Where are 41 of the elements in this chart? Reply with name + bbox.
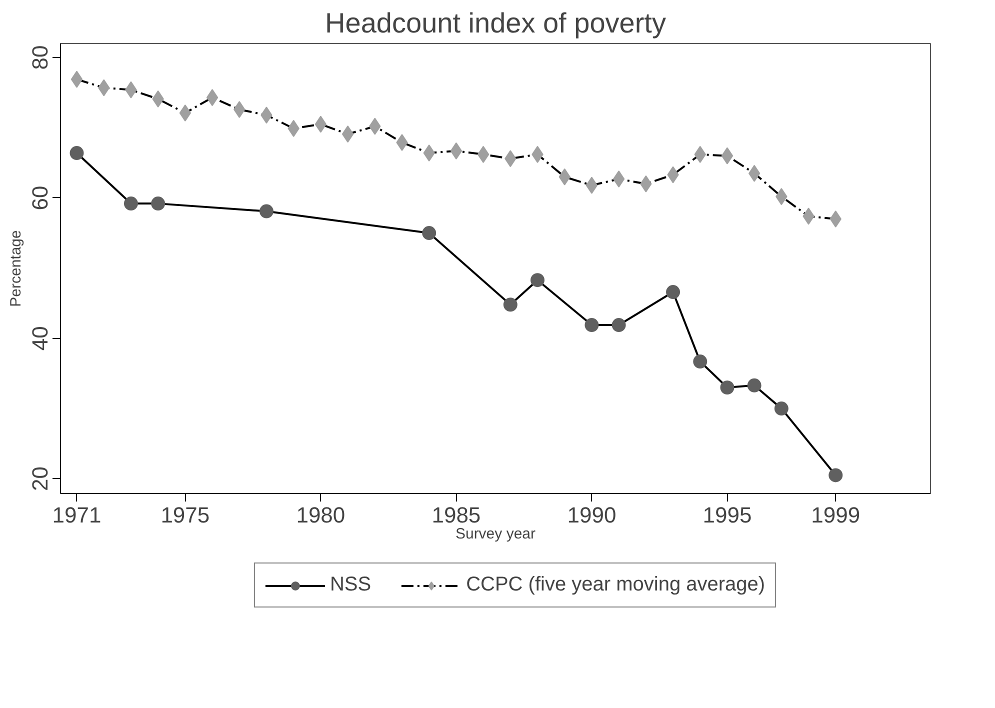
y-tick-label: 40 [28, 326, 52, 351]
x-tick-label: 1980 [296, 502, 346, 528]
point [70, 70, 83, 88]
x-tick-label: 1999 [811, 502, 860, 528]
point [612, 318, 626, 332]
point [612, 170, 625, 188]
point [259, 204, 274, 218]
y-tick-label: 80 [28, 45, 52, 70]
x-tick-label: 1971 [52, 502, 102, 528]
point [747, 378, 762, 392]
point [693, 354, 708, 369]
point [666, 285, 680, 300]
chart-title: Headcount index of poverty [325, 8, 666, 38]
point [721, 147, 734, 164]
y-tick-label: 20 [28, 466, 52, 491]
point [584, 318, 599, 332]
point [179, 104, 192, 122]
point [774, 402, 788, 416]
x-axis-title: Survey year [455, 526, 536, 542]
point [450, 142, 462, 160]
y-tick-label: 60 [28, 186, 52, 210]
x-tick-label: 1985 [432, 502, 481, 528]
point [70, 146, 84, 160]
x-tick-label: 1975 [160, 502, 210, 528]
point [206, 89, 218, 106]
point [314, 116, 327, 133]
point [422, 226, 436, 240]
point [151, 196, 166, 211]
point [530, 273, 545, 288]
point [477, 146, 490, 163]
y-axis-title: Percentage [8, 230, 24, 307]
point [124, 196, 138, 211]
point [586, 176, 598, 194]
x-tick-label: 1990 [567, 502, 616, 528]
point [828, 468, 843, 482]
legend-label: NSS [330, 574, 372, 596]
x-tick-label: 1995 [702, 502, 752, 528]
point [503, 298, 518, 312]
point [342, 126, 354, 143]
legend-label: CCPC (five year moving average) [466, 574, 766, 596]
point [720, 380, 734, 394]
